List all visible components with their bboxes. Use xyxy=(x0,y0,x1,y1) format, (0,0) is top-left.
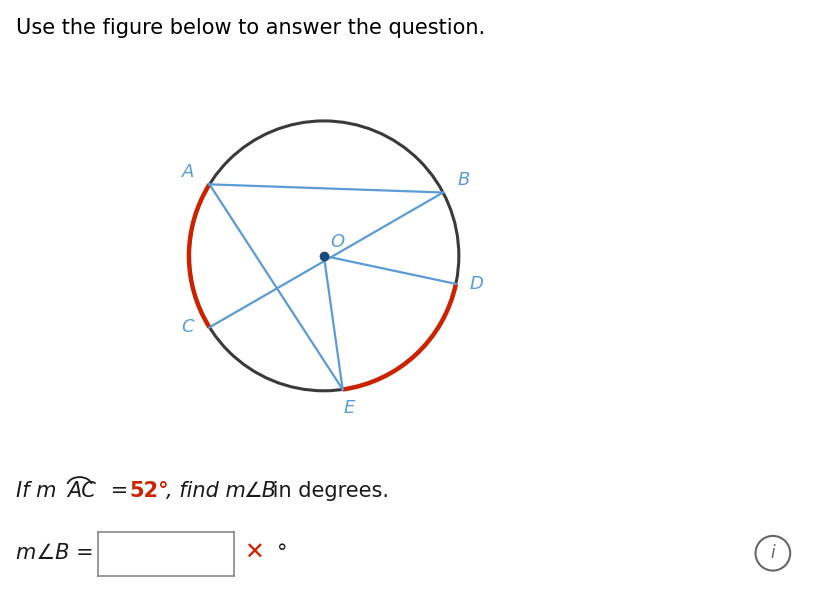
Text: °: ° xyxy=(277,542,287,563)
Text: 52°: 52° xyxy=(129,480,169,501)
Text: A: A xyxy=(182,163,194,181)
Text: m∠B =: m∠B = xyxy=(16,542,101,563)
Text: Use the figure below to answer the question.: Use the figure below to answer the quest… xyxy=(16,18,485,38)
Text: E: E xyxy=(343,399,355,417)
Text: =: = xyxy=(104,480,135,501)
Text: C: C xyxy=(181,318,194,337)
Text: D: D xyxy=(468,275,482,293)
Text: i: i xyxy=(770,544,774,562)
Text: ∠B: ∠B xyxy=(242,480,275,501)
Text: O: O xyxy=(330,234,344,252)
Text: B: B xyxy=(456,172,469,190)
Text: ✕: ✕ xyxy=(244,541,264,565)
Text: , find m: , find m xyxy=(165,480,245,501)
Text: AC: AC xyxy=(67,480,96,501)
Text: If m: If m xyxy=(16,480,57,501)
Text: in degrees.: in degrees. xyxy=(266,480,389,501)
